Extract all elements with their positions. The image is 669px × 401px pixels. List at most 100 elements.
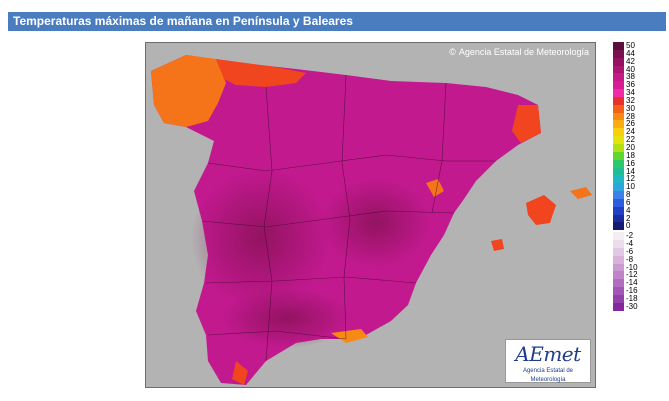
- legend-swatch: [613, 206, 624, 215]
- legend-swatch: [613, 120, 624, 129]
- legend-label: -4: [626, 239, 634, 249]
- legend-row: 36: [613, 80, 669, 90]
- legend-row: 0: [613, 221, 669, 231]
- legend-swatch: [613, 151, 624, 160]
- legend-swatch: [613, 271, 624, 280]
- legend-row: 4: [613, 205, 669, 215]
- legend-swatch: [613, 191, 624, 200]
- legend-swatch: [613, 136, 624, 145]
- catalonia-cool-region: [512, 105, 541, 143]
- legend-label: 32: [626, 95, 635, 105]
- legend-swatch: [613, 167, 624, 176]
- aemet-logo-mark: AEmet: [515, 342, 581, 366]
- copyright-icon: ©: [449, 47, 456, 57]
- legend-row: 22: [613, 135, 669, 145]
- legend-label: -10: [626, 262, 638, 272]
- almeria-cool-spot: [331, 329, 368, 343]
- legend-swatch: [613, 65, 624, 74]
- legend-label: -6: [626, 246, 634, 256]
- legend-label: 4: [626, 205, 631, 215]
- legend-label: 8: [626, 190, 631, 200]
- legend-swatch: [613, 232, 624, 241]
- legend-row: 50: [613, 41, 669, 50]
- aemet-logo-subtitle: Agencia Estatal de Meteorología: [522, 368, 574, 383]
- legend-label: -16: [626, 286, 638, 296]
- legend-label: -2: [626, 231, 634, 241]
- legend-label: 16: [626, 158, 635, 168]
- legend-row: 44: [613, 48, 669, 58]
- legend-swatch: [613, 81, 624, 90]
- legend-swatch: [613, 279, 624, 288]
- legend-row: 40: [613, 64, 669, 74]
- galicia-cool-region: [151, 55, 226, 127]
- legend-label: 26: [626, 119, 635, 129]
- legend-label: 44: [626, 48, 635, 58]
- legend-row: -8: [613, 254, 669, 264]
- temperature-map: © Agencia Estatal de Meteorología AEmet A…: [145, 42, 596, 388]
- legend-label: 22: [626, 135, 635, 145]
- legend-label: 20: [626, 142, 635, 152]
- legend-label: -18: [626, 294, 638, 303]
- legend-swatch: [613, 175, 624, 184]
- aemet-logo: AEmet Agencia Estatal de Meteorología: [505, 339, 591, 383]
- legend-swatch: [613, 143, 624, 152]
- legend-cold-scale: -2 -4 -6 -8 -10 -12 -14 -16 -18 -30: [613, 231, 669, 311]
- legend-row: 38: [613, 72, 669, 82]
- legend-row: 18: [613, 150, 669, 160]
- legend-swatch: [613, 214, 624, 223]
- legend-row: 24: [613, 127, 669, 137]
- legend-row: -30: [613, 301, 669, 311]
- legend-row: -4: [613, 239, 669, 249]
- ibiza: [491, 239, 504, 251]
- legend-label: 30: [626, 103, 635, 113]
- legend-row: 10: [613, 182, 669, 192]
- legend-label: -30: [626, 301, 638, 311]
- hot-zone-center: [321, 178, 431, 268]
- legend-swatch: [613, 49, 624, 58]
- legend-label: 38: [626, 72, 635, 82]
- valencia-cool-spot: [426, 179, 444, 197]
- legend-swatch: [613, 104, 624, 113]
- hot-zone-west: [191, 168, 331, 308]
- legend-swatch: [613, 247, 624, 256]
- legend-swatch: [613, 302, 624, 311]
- legend-label: 24: [626, 127, 635, 137]
- cantabria-cool-region: [216, 59, 306, 87]
- legend-label: 40: [626, 64, 635, 74]
- legend-label: -8: [626, 254, 634, 264]
- legend-row: 2: [613, 213, 669, 223]
- legend-row: 20: [613, 142, 669, 152]
- legend-label: 42: [626, 56, 635, 66]
- legend-swatch: [613, 255, 624, 264]
- mallorca: [526, 195, 556, 225]
- legend-label: 12: [626, 174, 635, 184]
- legend-swatch: [613, 183, 624, 192]
- legend-row: 34: [613, 88, 669, 98]
- huelva-cool-spot: [232, 361, 248, 385]
- legend-label: 2: [626, 213, 631, 223]
- legend-row: -18: [613, 294, 669, 303]
- legend-row: 16: [613, 158, 669, 168]
- credit-line: © Agencia Estatal de Meteorología: [449, 47, 589, 57]
- legend-row: -2: [613, 231, 669, 241]
- legend-swatch: [613, 198, 624, 207]
- legend-label: -14: [626, 278, 638, 288]
- menorca: [570, 187, 592, 199]
- legend-swatch: [613, 287, 624, 296]
- legend-label: 18: [626, 150, 635, 160]
- peninsula-map-svg: [151, 55, 592, 385]
- legend-label: 6: [626, 197, 631, 207]
- legend-row: 6: [613, 197, 669, 207]
- legend-row: 14: [613, 166, 669, 176]
- legend-label: 14: [626, 166, 635, 176]
- legend-label: 0: [626, 221, 631, 231]
- legend-swatch: [613, 73, 624, 82]
- legend-row: 42: [613, 56, 669, 66]
- province-borders: [201, 74, 496, 362]
- legend-row: 30: [613, 103, 669, 113]
- page-title: Temperaturas máximas de mañana en Peníns…: [8, 12, 666, 31]
- legend-label: 10: [626, 182, 635, 192]
- legend-row: -6: [613, 246, 669, 256]
- legend-row: 12: [613, 174, 669, 184]
- legend-row: 28: [613, 112, 669, 121]
